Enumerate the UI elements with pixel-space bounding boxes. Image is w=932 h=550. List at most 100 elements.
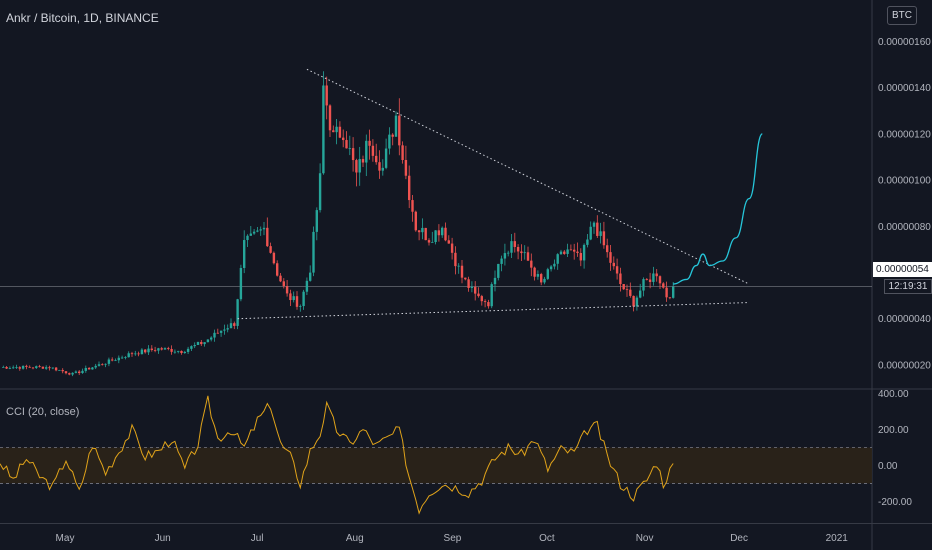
candle-body	[510, 241, 513, 253]
candle-body	[513, 241, 516, 247]
candle-body	[632, 295, 635, 307]
candle-body	[256, 230, 259, 232]
indicator-title: CCI (20, close)	[6, 406, 80, 418]
candle-body	[58, 369, 61, 371]
candle-body	[351, 148, 355, 161]
candle-body	[388, 134, 391, 149]
candle-body	[378, 162, 381, 171]
candle-body	[368, 140, 371, 146]
candle-body	[186, 348, 190, 352]
time-tick-label: May	[56, 533, 75, 544]
candle-body	[546, 269, 549, 279]
candle-body	[266, 227, 269, 247]
candle-body	[167, 348, 170, 349]
candle-body	[213, 332, 216, 338]
candle-body	[68, 373, 71, 375]
candle-body	[120, 357, 124, 359]
candle-body	[441, 227, 444, 236]
candle-body	[12, 367, 15, 369]
cci-line	[0, 395, 674, 515]
candle-body	[450, 243, 454, 253]
candle-body	[342, 137, 345, 141]
candle-body	[586, 239, 589, 245]
chart-title: Ankr / Bitcoin, 1D, BINANCE	[6, 11, 159, 25]
candle-body	[500, 258, 503, 264]
candle-body	[309, 272, 312, 281]
projection-curve	[673, 133, 763, 285]
cci-band-fill	[0, 447, 872, 484]
candle-body	[153, 350, 157, 351]
cci-tick-label: 400.00	[878, 389, 909, 400]
candle-body	[576, 251, 579, 254]
candle-body	[629, 289, 632, 296]
candle-body	[480, 296, 483, 302]
candle-body	[243, 240, 246, 268]
candle-body	[31, 367, 35, 369]
candle-body	[134, 353, 137, 355]
candle-body	[635, 297, 639, 307]
candle-body	[487, 302, 490, 307]
candle-body	[431, 242, 434, 243]
candle-body	[460, 265, 464, 278]
candle-body	[414, 211, 417, 231]
candle-body	[642, 279, 645, 291]
candle-body	[507, 252, 510, 254]
candle-body	[328, 105, 332, 131]
candle-body	[447, 240, 450, 244]
price-tick-label: 0.00000120	[878, 129, 931, 140]
candle-body	[622, 284, 625, 290]
candle-body	[573, 249, 576, 252]
time-tick-label: Aug	[346, 533, 364, 544]
candle-body	[78, 371, 81, 374]
candle-body	[140, 349, 144, 355]
candle-body	[94, 365, 97, 368]
candle-body	[54, 367, 58, 371]
candle-body	[305, 280, 309, 292]
candle-body	[107, 359, 111, 364]
candle-body	[477, 293, 480, 297]
price-tick-label: 0.00000080	[878, 222, 931, 233]
candle-body	[180, 350, 183, 354]
candle-body	[530, 260, 533, 268]
candle-body	[375, 155, 378, 163]
candle-body	[424, 227, 427, 241]
candle-body	[279, 275, 282, 282]
candle-body	[2, 366, 5, 368]
currency-badge[interactable]: BTC	[887, 6, 917, 25]
candle-body	[569, 249, 573, 251]
candle-body	[216, 332, 219, 334]
candle-body	[474, 286, 477, 294]
candle-body	[648, 279, 652, 282]
candle-body	[8, 368, 12, 369]
candle-body	[28, 366, 31, 368]
countdown-tag: 12:19:31	[884, 279, 932, 294]
candle-body	[25, 365, 28, 367]
candle-body	[196, 342, 200, 345]
candle-body	[665, 287, 668, 298]
candle-body	[183, 351, 186, 354]
candle-body	[381, 167, 384, 171]
candle-body	[672, 286, 675, 298]
candle-body	[454, 252, 457, 267]
candle-body	[318, 173, 322, 211]
candle-body	[289, 293, 292, 301]
candle-body	[144, 349, 147, 353]
candle-body	[619, 273, 622, 285]
candle-body	[104, 363, 107, 365]
candle-body	[51, 367, 54, 369]
candle-body	[325, 85, 328, 106]
cci-tick-label: 200.00	[878, 425, 909, 436]
candle-body	[427, 240, 431, 243]
candle-body	[589, 226, 592, 240]
candle-body	[540, 274, 543, 283]
candle-body	[523, 252, 526, 254]
candle-body	[203, 342, 206, 345]
candle-body	[226, 328, 229, 330]
candle-body	[335, 126, 338, 133]
candle-body	[358, 159, 361, 173]
candle-body	[516, 246, 520, 252]
candle-body	[190, 346, 193, 349]
candle-body	[101, 364, 104, 366]
candle-body	[345, 140, 348, 149]
